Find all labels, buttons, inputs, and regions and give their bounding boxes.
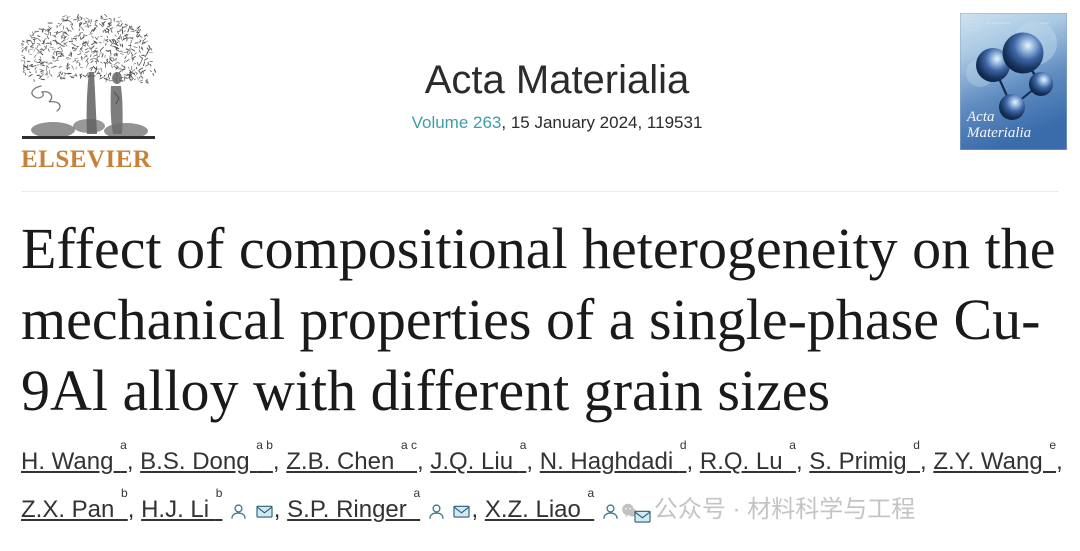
svg-text:Materialia: Materialia: [966, 125, 1031, 141]
svg-text:Acta: Acta: [966, 109, 995, 125]
svg-text:Vol 263: Vol 263: [1040, 21, 1049, 25]
svg-text:Journal of something: Journal of something: [986, 21, 1011, 25]
